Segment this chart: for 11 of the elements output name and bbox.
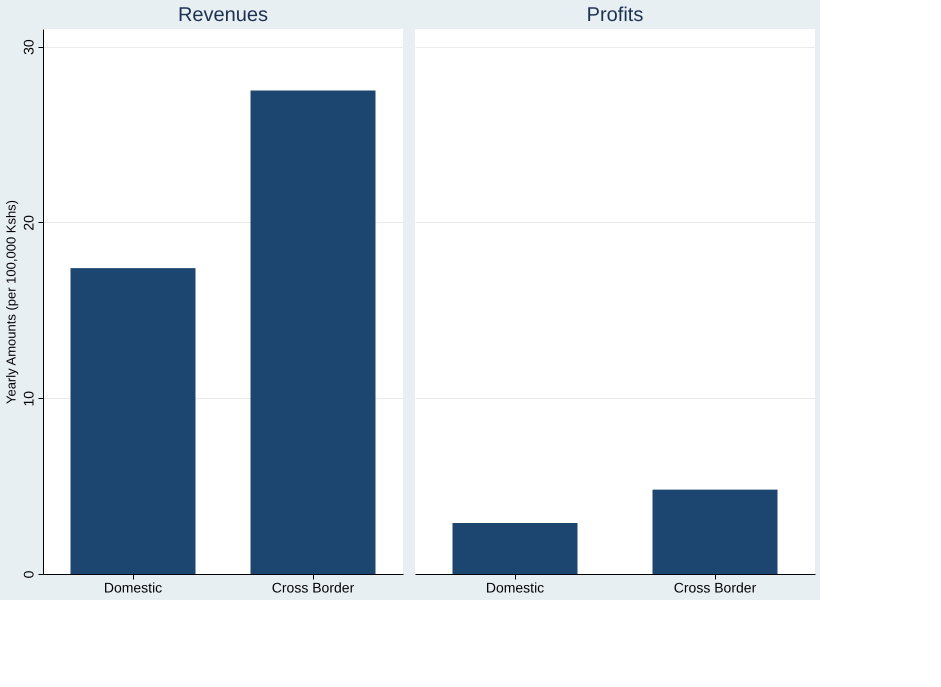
- y-tick-label: 0: [20, 570, 36, 578]
- y-tick-label: 10: [20, 390, 36, 406]
- x-tick-label: Domestic: [104, 580, 162, 596]
- y-axis-title: Yearly Amounts (per 100,000 Kshs): [4, 200, 18, 404]
- y-tick-label: 30: [20, 39, 36, 55]
- x-tick-label: Domestic: [486, 580, 544, 596]
- chart-title: Profits: [586, 4, 644, 26]
- y-tick-label: 20: [20, 214, 36, 231]
- chart-title: Revenues: [178, 4, 268, 26]
- x-tick-label: Cross Border: [272, 580, 355, 596]
- x-tick-label: Cross Border: [674, 580, 757, 596]
